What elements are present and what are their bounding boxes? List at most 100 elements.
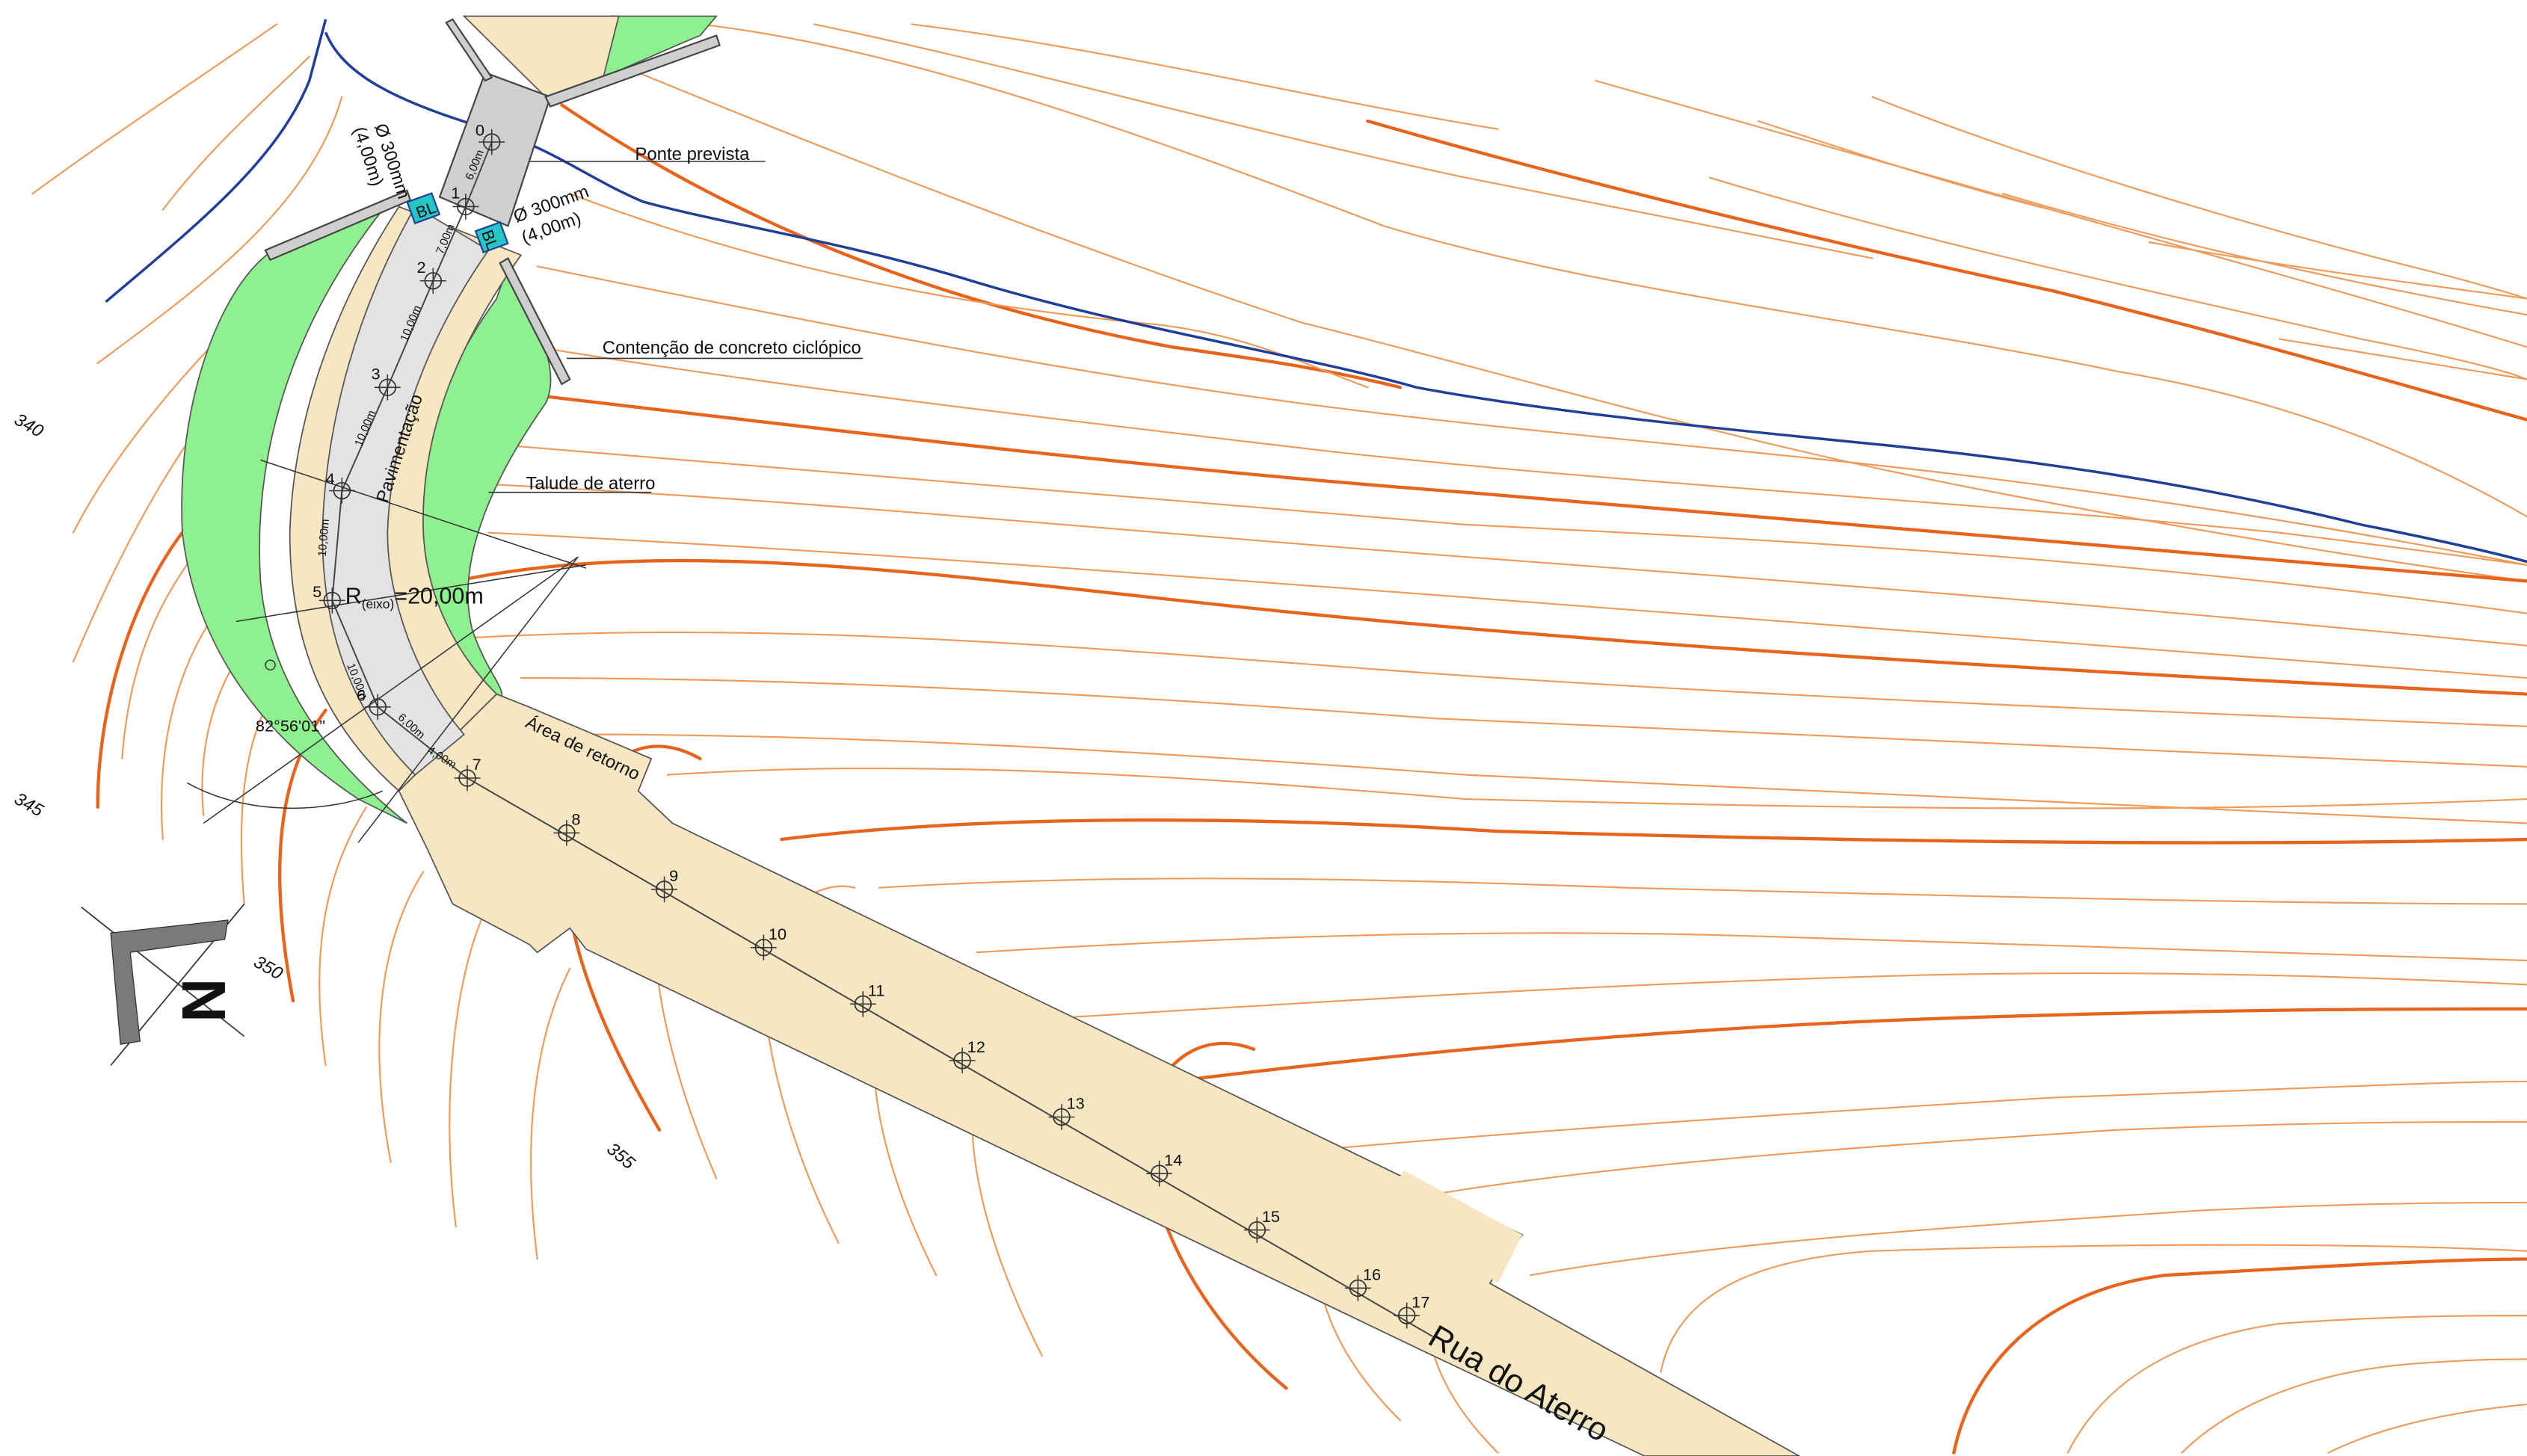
station-label: 4	[326, 469, 335, 488]
contour-line	[911, 23, 1499, 130]
station-marker: 17	[1394, 1292, 1429, 1329]
station-marker: 2	[417, 258, 446, 294]
contour-line	[318, 806, 368, 1067]
station-label: 14	[1164, 1150, 1182, 1169]
contour-line	[31, 23, 278, 195]
station-label: 1	[451, 184, 460, 203]
contour-label: 355	[603, 1139, 639, 1174]
station-cross	[478, 129, 505, 155]
station-marker: 9	[651, 866, 678, 903]
station-label: 2	[417, 258, 426, 277]
station-cross	[553, 820, 580, 846]
contour-line	[976, 932, 2527, 962]
station-cross	[849, 991, 876, 1017]
radius-line	[203, 556, 579, 824]
station-marker: 16	[1344, 1265, 1381, 1301]
embankment-slope-left	[181, 208, 408, 824]
station-cross	[949, 1047, 976, 1074]
stream-line	[105, 19, 327, 303]
wall-segment	[445, 18, 493, 82]
station-cross	[374, 374, 401, 401]
contour-line	[699, 23, 2527, 518]
station-cross	[454, 765, 481, 792]
station-marker: 13	[1048, 1094, 1085, 1130]
contour-line	[536, 265, 2527, 566]
north-arrow-icon: N	[81, 903, 245, 1066]
station-label: 5	[313, 582, 321, 601]
contour-line	[2278, 338, 2527, 380]
wall-segment	[499, 257, 571, 386]
contour-line	[487, 483, 2527, 647]
contour-line	[520, 676, 2527, 768]
contour-line	[585, 733, 2527, 824]
station-label: 8	[571, 810, 580, 829]
contour-label: 350	[250, 951, 287, 984]
station-cross	[452, 194, 479, 220]
station-cross	[1394, 1302, 1421, 1329]
station-marker: 12	[949, 1037, 985, 1074]
station-marker: 11	[849, 981, 885, 1017]
station-label: 15	[1262, 1207, 1280, 1226]
pavement	[321, 206, 490, 776]
contour-line	[535, 393, 2527, 583]
station-marker: 1	[451, 184, 479, 220]
north-arrow-letter: N	[169, 978, 238, 1022]
road-street-notch	[1384, 1170, 1523, 1283]
culvert-right	[474, 220, 509, 253]
contour-line	[161, 55, 310, 211]
contour-line	[449, 903, 490, 1228]
contour-line	[487, 442, 2527, 614]
contour-line	[96, 96, 343, 364]
contour-line	[1432, 1120, 2527, 1196]
contour-line	[878, 877, 2527, 905]
contour-line	[2327, 1403, 2527, 1454]
station-marker: 14	[1146, 1150, 1182, 1187]
contour-line	[378, 871, 425, 1164]
station-cross	[750, 934, 777, 960]
station-label: 10	[769, 925, 787, 943]
radius-line	[357, 556, 579, 843]
station-cross	[328, 478, 355, 504]
contour-label: 340	[10, 410, 47, 442]
contour-line	[1366, 119, 2527, 422]
contour-line	[666, 767, 2527, 809]
station-cross	[364, 694, 391, 721]
station-cross	[419, 268, 446, 294]
angle-arc	[187, 782, 384, 809]
contour-line	[536, 346, 2527, 566]
angle-label: 82°56'01"	[256, 716, 325, 735]
contour-line	[1660, 1244, 2527, 1373]
contour-line	[2181, 1358, 2527, 1454]
contour-line	[1595, 79, 2527, 348]
station-label: 0	[475, 120, 484, 139]
station-cross	[1048, 1104, 1075, 1130]
contour-line	[1170, 1007, 2527, 1084]
station-cross	[318, 587, 345, 614]
station-marker: 4	[326, 469, 355, 504]
curve-point	[265, 659, 276, 671]
station-label: 11	[868, 981, 885, 1000]
contour-line	[1074, 972, 2527, 1018]
station-label: 13	[1066, 1094, 1084, 1113]
station-marker: 8	[553, 810, 581, 846]
station-marker: 10	[750, 925, 787, 960]
contour-label: 345	[10, 789, 47, 821]
curve-construction	[187, 459, 587, 843]
station-cross	[1344, 1275, 1371, 1301]
contour-line	[487, 531, 2527, 679]
road-street	[398, 693, 1801, 1456]
station-cross	[651, 876, 677, 903]
leader-lines	[488, 161, 864, 493]
bridge-label: Ponte prevista	[635, 144, 750, 164]
contour-line	[780, 818, 2527, 845]
contour-line	[454, 558, 2527, 696]
contour-line	[813, 23, 1874, 259]
contour-line	[1952, 1257, 2527, 1455]
station-marker: 7	[454, 755, 481, 792]
culvert-left	[406, 192, 441, 225]
contour-line	[96, 514, 197, 809]
station-label: 9	[669, 866, 678, 885]
contour-line	[530, 967, 571, 1260]
